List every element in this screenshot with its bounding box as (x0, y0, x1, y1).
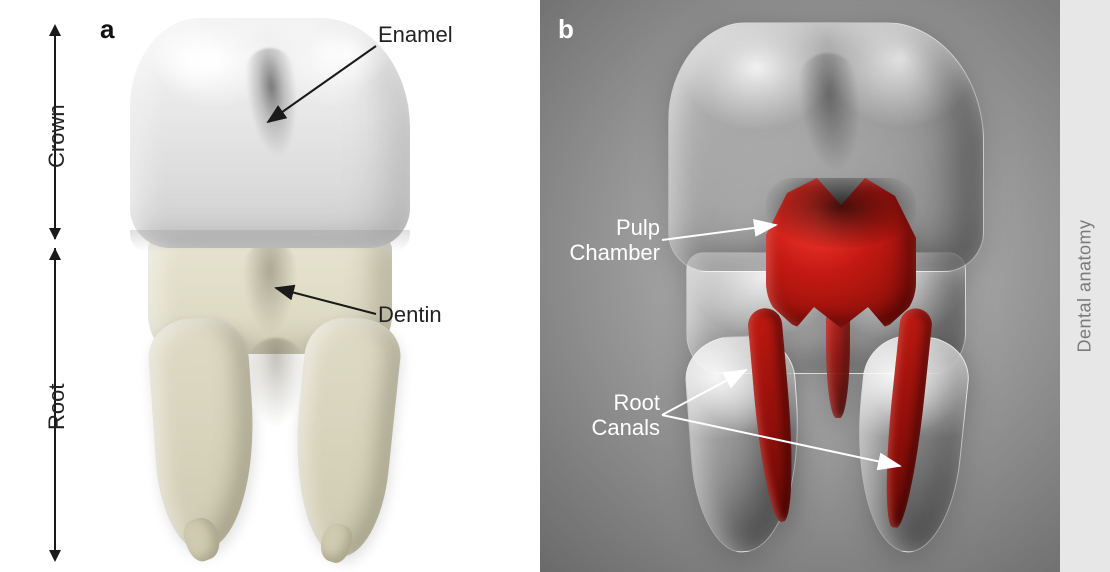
sidebar-tab-label: Dental anatomy (1075, 219, 1096, 352)
bracket-crown-arrow-down-icon (49, 228, 61, 240)
figure-stage: a Crown Root Enamel Dentin (0, 0, 1110, 572)
tooth-a-root-left (146, 316, 262, 551)
tooth-a (120, 18, 420, 554)
tooth-a-furcation-shadow (246, 338, 306, 428)
callout-canals-line1: Root (614, 390, 660, 415)
panel-b-letter: b (558, 14, 574, 45)
tooth-a-crown (130, 18, 410, 248)
callout-enamel-label: Enamel (378, 22, 453, 48)
callout-dentin-label: Dentin (378, 302, 442, 328)
bracket-root-arrow-down-icon (49, 550, 61, 562)
panel-a-letter: a (100, 14, 114, 45)
callout-pulp-chamber-label: Pulp Chamber (550, 215, 660, 266)
callout-canals-line2: Canals (592, 415, 660, 440)
sidebar-tab: Dental anatomy (1060, 0, 1110, 572)
tooth-b (660, 22, 990, 550)
callout-pulp-line2: Chamber (570, 240, 660, 265)
bracket-crown-arrow-up-icon (49, 24, 61, 36)
bracket-root-label: Root (44, 384, 70, 430)
panel-a: a Crown Root Enamel Dentin (0, 0, 540, 572)
callout-root-canals-label: Root Canals (550, 390, 660, 441)
tooth-a-cervical-line (130, 230, 410, 252)
bracket-root-arrow-up-icon (49, 248, 61, 260)
callout-pulp-line1: Pulp (616, 215, 660, 240)
panel-b: b Pulp Chamber Root Canals (540, 0, 1060, 572)
bracket-crown-label: Crown (44, 104, 70, 168)
